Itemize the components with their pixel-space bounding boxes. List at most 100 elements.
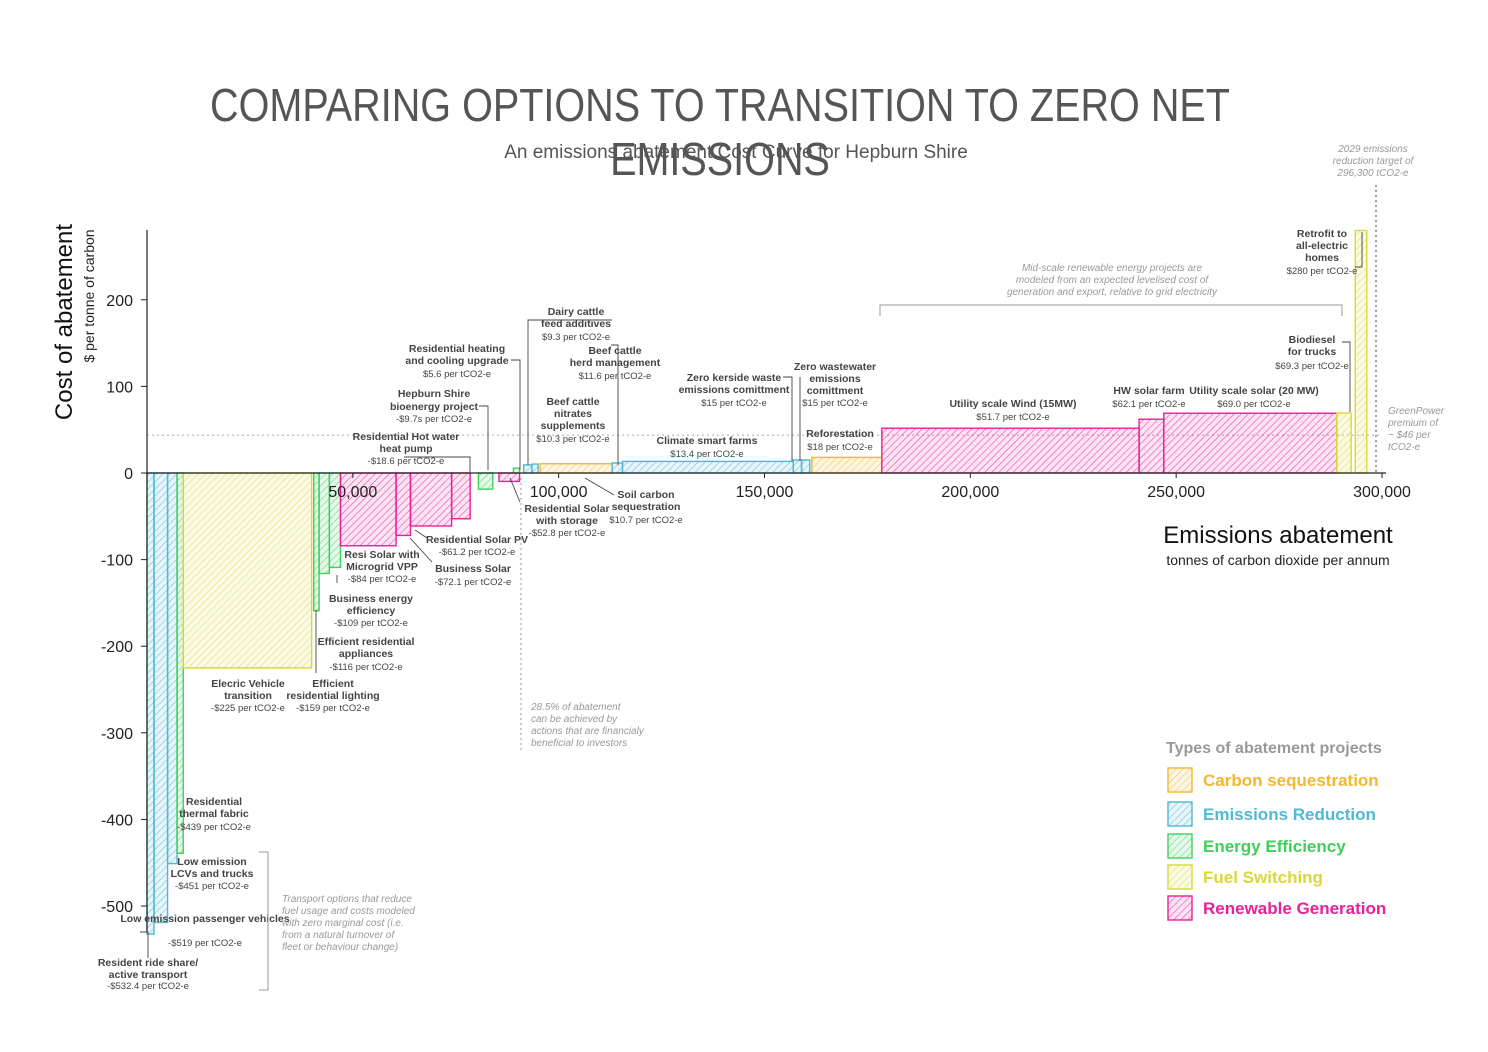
bar-name: Low emission passenger vehicles: [120, 913, 289, 925]
legend-item-fuel-switching: Fuel Switching: [1167, 864, 1323, 890]
bar-biodiesel-for-trucks: [1336, 412, 1352, 474]
bar-value: $9.3 per tCO2-e: [542, 332, 610, 343]
y-tick-label: -400: [101, 812, 133, 829]
bar-value: $62.1 per tCO2-e: [1112, 399, 1185, 410]
bar-label-reforestation: Reforestation $18 per tCO2-e: [806, 428, 874, 453]
bar-elecric-vehicle-transition: [182, 472, 313, 669]
bar-name: HW solar farm: [1113, 385, 1184, 397]
bar-name: Low emission LCVs and trucks: [171, 856, 254, 880]
greenpower-note: GreenPower premium of ~ $46 per tCO2-e: [1387, 406, 1445, 453]
target-note: 2029 emissions reduction target of 296,300…: [1333, 144, 1415, 179]
x-axis-title: Emissions abatement: [1163, 522, 1393, 549]
legend-item-emissions-reduction: Emissions Reduction: [1167, 801, 1376, 827]
bar-label-residential-thermal-fabric: Residential thermal fabric -$439 per tCO2-…: [177, 796, 251, 833]
bar-name: Residential Hot water heat pump: [353, 431, 460, 455]
y-tick-label: -300: [101, 726, 133, 743]
bar-name: Residential heating and cooling upgrade: [405, 343, 508, 367]
bar-value: $5.6 per tCO2-e: [423, 369, 491, 380]
bar-name: Business energy efficiency: [329, 593, 413, 617]
leader-line: [414, 529, 428, 539]
bar-name: Resident ride share/active transport: [98, 957, 198, 981]
bar-value: -$84 per tCO2-e: [348, 574, 417, 585]
bar-label-zero-wastewater-emissions-comittment: Zero wastewater emissions comittment$15 pe…: [794, 361, 876, 409]
bar-name: Business Solar: [435, 563, 511, 575]
legend-label: Renewable Generation: [1203, 899, 1386, 918]
bar-label-biodiesel-for-trucks: Biodiesel for trucks $69.3 per tCO2-e: [1275, 334, 1348, 372]
bar-value: -$72.1 per tCO2-e: [435, 577, 512, 588]
bar-label-beef-cattle-nitrates-supplements: Beef cattle nitrates supplements $10.3 per …: [536, 396, 609, 445]
bar-label-climate-smart-farms: Climate smart farms $13.4 per tCO2-e: [657, 435, 758, 460]
legend-swatch: [1167, 801, 1193, 827]
bar-name: Retrofit to all-electric homes: [1296, 228, 1348, 264]
bar-business-solar: [395, 472, 412, 537]
bar-label-business-solar: Business Solar -$72.1 per tCO2-e: [435, 563, 512, 588]
bar-label-efficient-residential-lighting: Efficient residential lighting-$159 per t…: [286, 678, 379, 714]
bar-zero-wastewater-emissions-comittment: [800, 459, 811, 474]
bar-label-retrofit-to-all-electric-homes: Retrofit to all-electric homes $280 per tCO…: [1287, 228, 1358, 277]
bar-label-efficient-residential-appliances: Efficient residential appliances -$116 per…: [318, 636, 415, 673]
bar-low-emission-passenger-vehicles: [153, 472, 169, 924]
page-title: COMPARING OPTIONS TO TRANSITION TO ZERO …: [210, 79, 1230, 185]
bar-name: Beef cattle herd management: [570, 345, 661, 369]
bar-name: Zero wastewater emissions comittment: [794, 361, 876, 397]
bar-label-low-emission-lcvs-and-trucks: Low emission LCVs and trucks-$451 per tCO…: [171, 856, 254, 892]
bar-resident-ride-share-active-transport: [146, 472, 155, 935]
bar-label-soil-carbon-sequestration: Soil carbon sequestration $10.7 per tCO2-e: [609, 489, 682, 526]
bar-value: -$225 per tCO2-e: [211, 703, 285, 714]
bar-label-resi-solar-with-microgrid-vpp: Resi Solar with Microgrid VPP-$84 per tCO…: [344, 549, 419, 585]
bar-name: Residential thermal fabric: [179, 796, 249, 820]
bar-value: -$451 per tCO2-e: [175, 881, 249, 892]
leader-line: [527, 319, 612, 465]
leader-line: [1355, 232, 1363, 268]
bar-reforestation: [811, 456, 883, 474]
bar-label-zero-kerside-waste-emissions-comittment: Zero kerside waste emissions comittment $1…: [679, 372, 790, 409]
bar-value: $11.6 per tCO2-e: [579, 371, 652, 382]
y-tick-label: -200: [101, 639, 133, 656]
bar-value: $15 per tCO2-e: [802, 398, 867, 409]
bar-label-residential-hot-water-heat-pump: Residential Hot water heat pump-$18.6 per…: [353, 431, 460, 467]
x-tick-label: 300,000: [1353, 484, 1411, 501]
bar-name: Dairy cattle feed additives: [541, 306, 611, 330]
bar-soil-carbon-sequestration: [539, 463, 613, 474]
bar-name: Utility scale solar (20 MW): [1189, 385, 1319, 397]
bar-value: $15 per tCO2-e: [701, 398, 766, 409]
leader-line: [511, 359, 521, 470]
bar-resi-solar-with-microgrid-vpp: [339, 472, 397, 547]
bar-value: $69.3 per tCO2-e: [1275, 361, 1348, 372]
bar-label-residential-solar-pv: Residential Solar PV-$61.2 per tCO2-e: [426, 534, 528, 558]
bar-label-utility-scale-wind-mw-: Utility scale Wind (15MW) $51.7 per tCO2-…: [949, 398, 1076, 423]
bar-name: Beef cattle nitrates supplements: [541, 396, 606, 432]
bar-residential-solar-pv: [409, 472, 453, 527]
bar-residential-solar-with-storage: [450, 472, 471, 520]
bar-low-emission-lcvs-and-trucks: [166, 472, 178, 865]
bar-name: Elecric Vehicle transition: [211, 678, 285, 702]
transport-note: Transport options that reduce fuel usage …: [282, 894, 415, 953]
leader-line: [611, 344, 619, 465]
leader-line: [140, 931, 149, 958]
bar-name: Efficient residential lighting: [286, 678, 379, 702]
x-axis-subtitle: tonnes of carbon dioxide per annum: [1166, 552, 1389, 568]
bar-residential-heating-and-cooling-upgrade: [512, 467, 521, 474]
midscale-note: Mid-scale renewable energy projects are m…: [1007, 263, 1218, 298]
y-tick-label: 100: [106, 379, 133, 396]
y-axis-subtitle: $ per tonne of carbon: [81, 229, 97, 362]
leader-line: [1342, 341, 1351, 412]
bar-value: -$9.7s per tCO2-e: [396, 414, 472, 425]
bar-name: Efficient residential appliances: [318, 636, 415, 660]
legend-item-renewable-generation: Renewable Generation: [1167, 895, 1386, 921]
bar-value: -$439 per tCO2-e: [177, 822, 251, 833]
legend-title: Types of abatement projects: [1166, 740, 1382, 757]
x-tick-label: 250,000: [1147, 484, 1205, 501]
legend-swatch: [1167, 767, 1193, 793]
bar-name: Biodiesel for trucks: [1288, 334, 1337, 358]
bar-name: Climate smart farms: [657, 435, 758, 447]
beneficial-note: 28.5% of abatement can be achieved by acti…: [530, 702, 645, 749]
page-subtitle: An emissions abatement Cost Curve for He…: [504, 142, 968, 163]
bar-value: $18 per tCO2-e: [807, 442, 872, 453]
bar-value: $51.7 per tCO2-e: [976, 412, 1049, 423]
bar-climate-smart-farms: [621, 460, 795, 474]
bar-value: $10.3 per tCO2-e: [536, 434, 609, 445]
bar-value: -$109 per tCO2-e: [334, 618, 408, 629]
bar-label-beef-cattle-herd-management: Beef cattle herd management $11.6 per tCO2…: [570, 345, 661, 382]
